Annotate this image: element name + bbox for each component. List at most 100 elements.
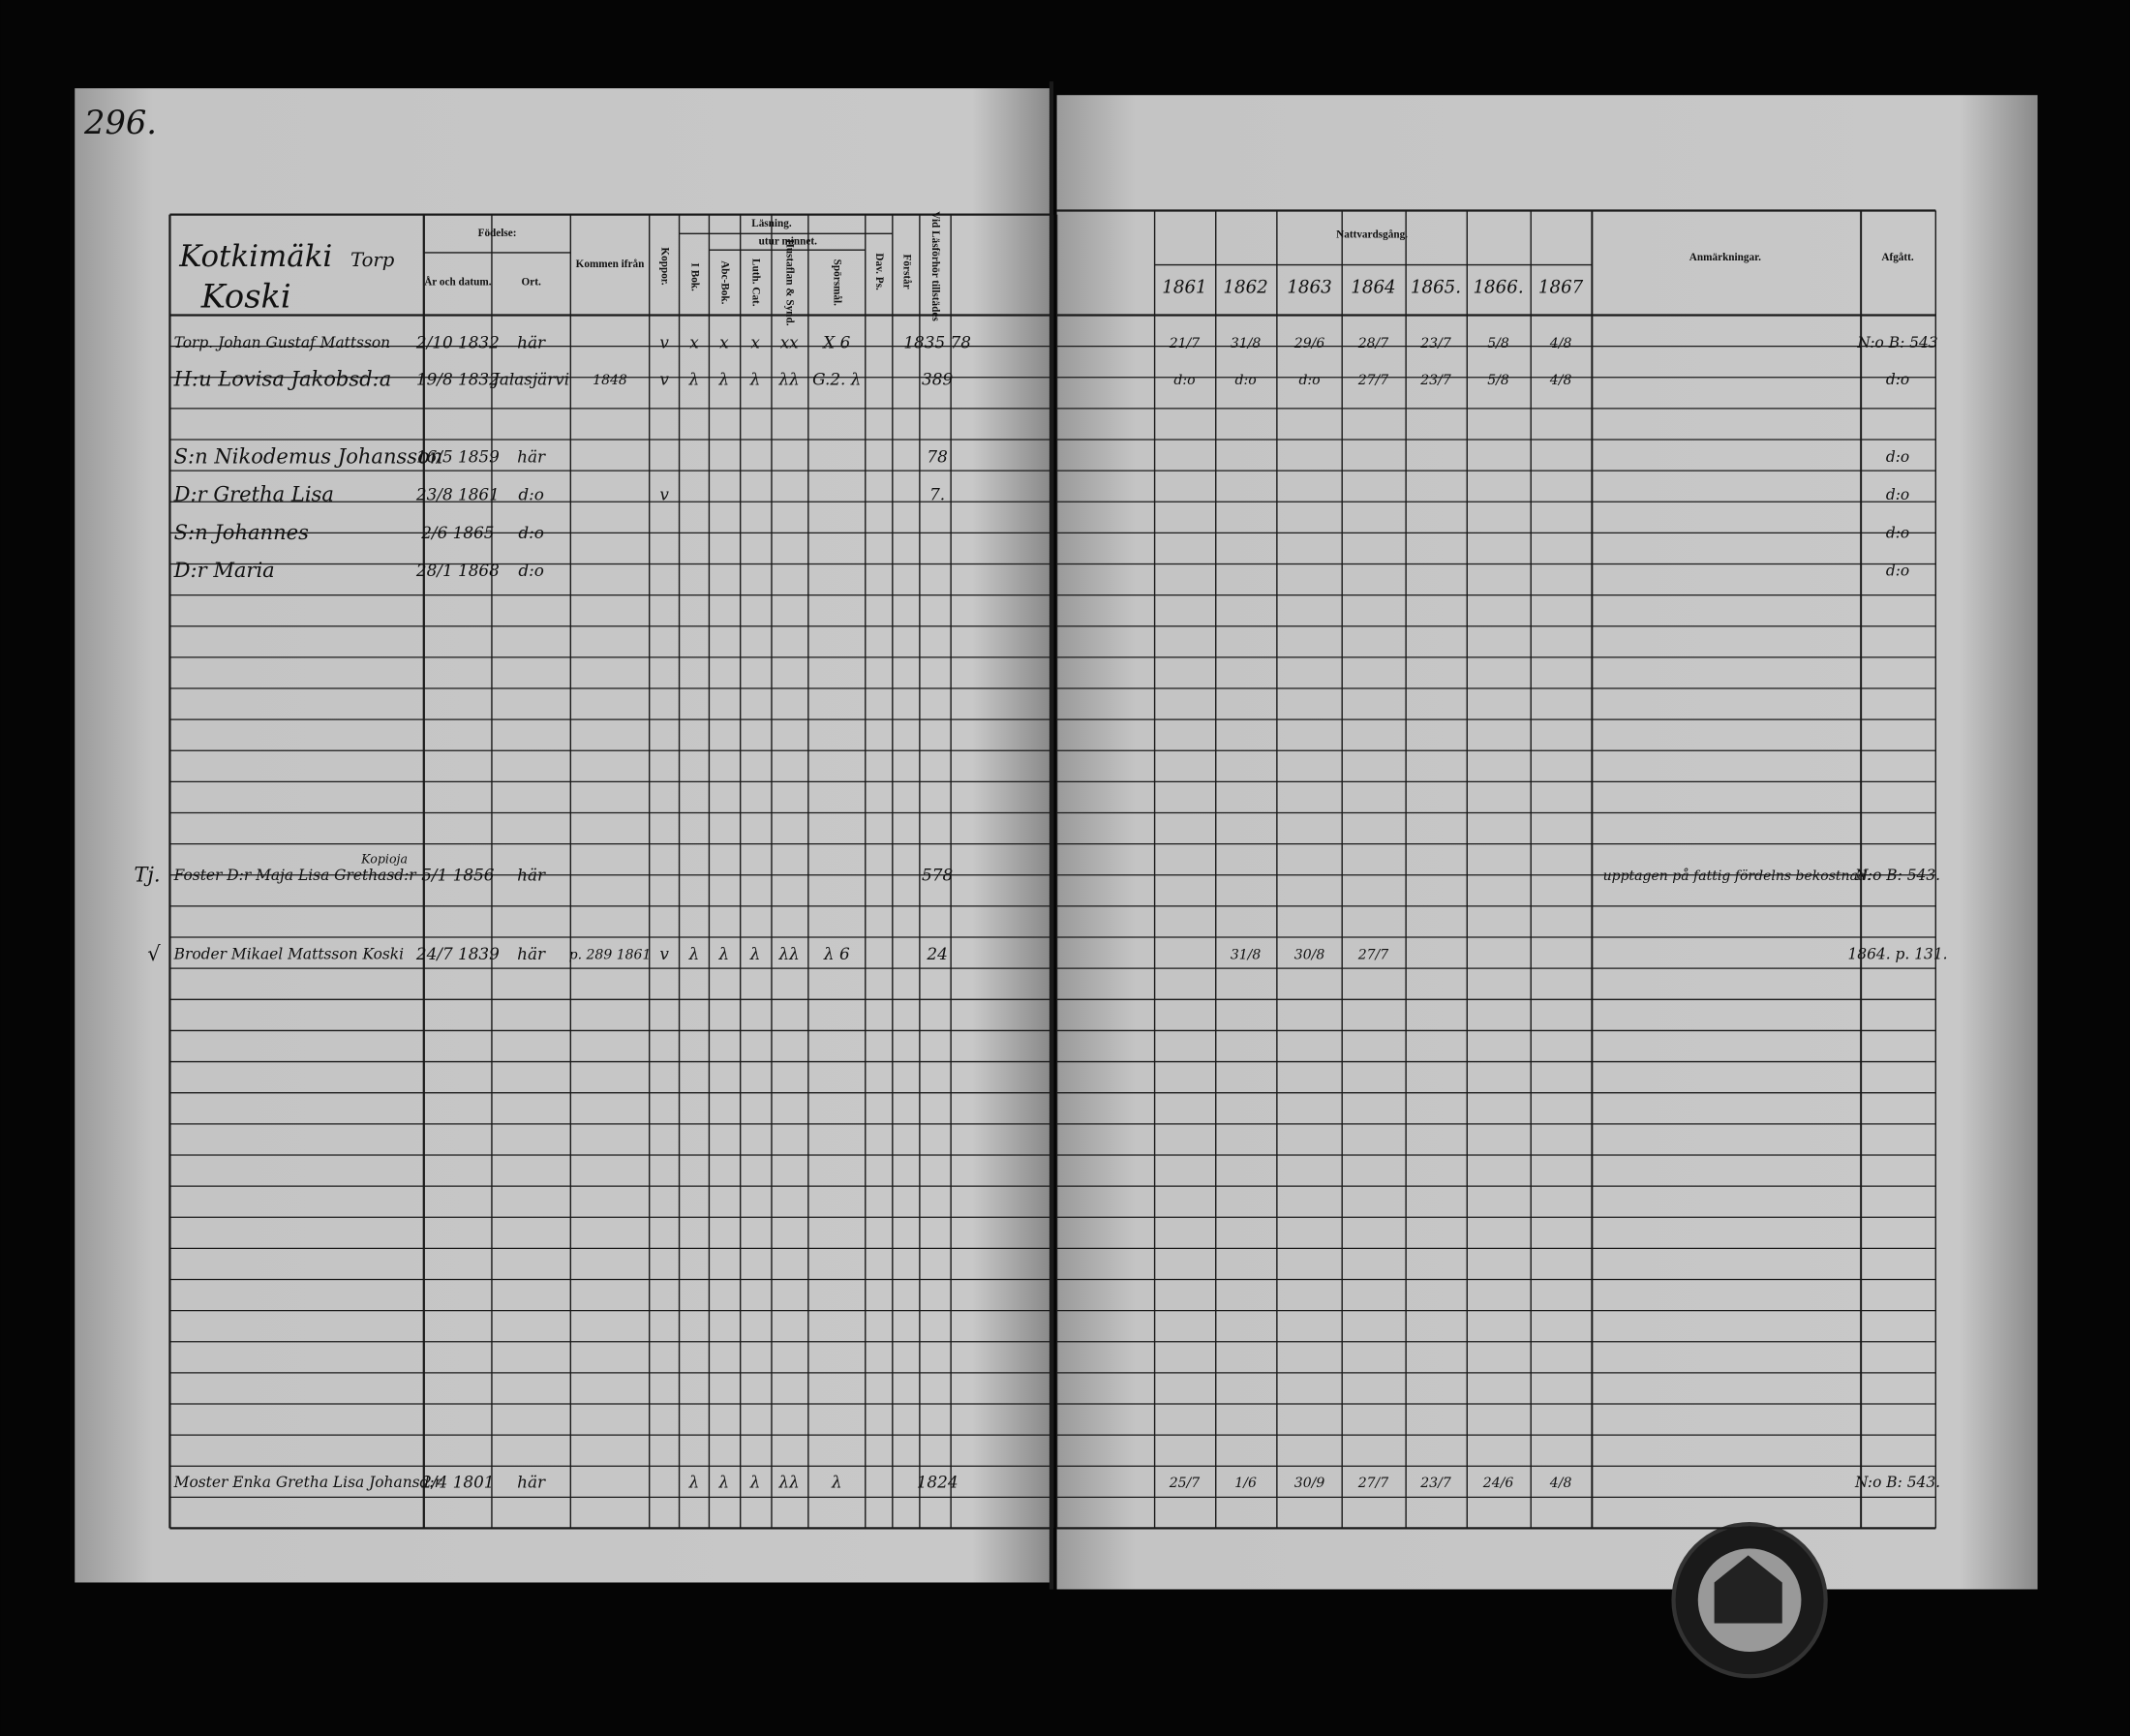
reading-mark: λ bbox=[688, 369, 700, 388]
left-page bbox=[75, 88, 1050, 1583]
birth-date: 24/7 1839 bbox=[415, 944, 500, 963]
birth-date: 2/6 1865 bbox=[420, 523, 494, 542]
person-name: S:n Nikodemus Johansson bbox=[174, 443, 443, 468]
communion-date: d:o bbox=[1298, 373, 1320, 388]
header-birth-place: Ort. bbox=[522, 276, 541, 288]
header-departed: Afgått. bbox=[1881, 252, 1914, 263]
person-name: S:n Johannes bbox=[174, 520, 309, 544]
header-communion: Nattvardsgång. bbox=[1336, 228, 1408, 240]
remarks: upptagen på fattig fördelns bekostnad. bbox=[1603, 868, 1871, 884]
birth-date: 2/4 1801 bbox=[420, 1473, 494, 1492]
reading-mark: X 6 bbox=[821, 332, 850, 351]
header-questions: Spörsmål. bbox=[832, 259, 843, 307]
household-note: Torp bbox=[350, 249, 395, 271]
departed: N:o B: 543. bbox=[1854, 1474, 1940, 1491]
reading-mark: λ bbox=[749, 369, 761, 388]
reading-mark: λ bbox=[718, 369, 730, 388]
header-hearings: Vid Läsförhör tillstädes bbox=[929, 211, 941, 321]
communion-date: 23/7 bbox=[1419, 336, 1451, 351]
right-page bbox=[1056, 95, 2038, 1590]
smallpox: v bbox=[659, 369, 669, 388]
person-name: D:r Maria bbox=[173, 558, 275, 582]
birth-place: d:o bbox=[518, 561, 544, 580]
person-name: D:r Gretha Lisa bbox=[173, 482, 334, 506]
birth-place: här bbox=[517, 865, 546, 884]
birth-date: 2/10 1832 bbox=[415, 332, 500, 351]
communion-date: 5/8 bbox=[1487, 336, 1509, 351]
header-catechism: Luth. Cat. bbox=[750, 259, 762, 307]
ruling bbox=[168, 81, 1937, 1590]
departed: N:o B: 543. bbox=[1854, 867, 1940, 884]
communion-date: 4/8 bbox=[1549, 373, 1572, 388]
departed: N:o B: 543 bbox=[1856, 334, 1937, 351]
year-header: 1864 bbox=[1351, 277, 1395, 297]
reading-mark: x bbox=[750, 332, 760, 351]
row-mark: √ bbox=[147, 941, 161, 965]
hearings: 24 bbox=[926, 944, 947, 963]
birth-place: d:o bbox=[518, 485, 544, 504]
birth-place: Jalasjärvi bbox=[490, 369, 569, 388]
birth-date: 5/1 1856 bbox=[421, 865, 495, 884]
reading-mark: G.2. λ bbox=[812, 369, 861, 388]
communion-date: 24/6 bbox=[1482, 1476, 1514, 1491]
header-smallpox: Koppor. bbox=[659, 247, 671, 285]
reading-mark: λ bbox=[831, 1473, 842, 1492]
year-header: 1861 bbox=[1162, 277, 1206, 297]
header-birth: Födelse: bbox=[478, 228, 517, 239]
reading-mark: λλ bbox=[778, 369, 800, 388]
reading-mark: λ 6 bbox=[823, 944, 850, 963]
reading-mark: x bbox=[689, 332, 699, 351]
birth-date: 16/5 1859 bbox=[416, 446, 500, 466]
row-mark: Tj. bbox=[134, 862, 160, 886]
birth-date: 28/1 1868 bbox=[415, 561, 500, 580]
year-header: 1867 bbox=[1538, 277, 1584, 297]
reading-mark: λ bbox=[749, 944, 761, 963]
header-by-heart: utur minnet. bbox=[759, 235, 817, 247]
reading-mark: λλ bbox=[778, 944, 800, 963]
reading-mark: x bbox=[719, 332, 729, 351]
departed: d:o bbox=[1886, 371, 1909, 388]
communion-date: 31/8 bbox=[1231, 336, 1262, 351]
reading-mark: xx bbox=[780, 332, 799, 351]
person-name: H:u Lovisa Jakobsd:a bbox=[173, 366, 392, 390]
archive-stamp bbox=[1671, 1522, 1828, 1679]
header-house-table: Hustaflan & Synd. bbox=[784, 239, 796, 326]
hearings: 389 bbox=[922, 369, 953, 388]
reading-mark: λλ bbox=[778, 1473, 800, 1492]
communion-date: 31/8 bbox=[1231, 947, 1262, 962]
communion-date: 28/7 bbox=[1357, 336, 1389, 351]
communion-date: 30/9 bbox=[1294, 1476, 1325, 1491]
communion-date: 25/7 bbox=[1169, 1476, 1201, 1491]
person-name: Foster D:r Maja Lisa Grethasd:r bbox=[173, 867, 418, 884]
person-name: Moster Enka Gretha Lisa Johansd:r bbox=[173, 1474, 443, 1491]
birth-place: här bbox=[517, 332, 546, 351]
birth-place: här bbox=[517, 944, 546, 963]
header-came-from: Kommen ifrån bbox=[576, 259, 645, 270]
smallpox: v bbox=[659, 944, 669, 963]
communion-date: 27/7 bbox=[1357, 947, 1389, 962]
smallpox: v bbox=[659, 332, 669, 351]
header-understands: Förstår bbox=[900, 255, 912, 289]
farm-name: Koski bbox=[200, 278, 291, 316]
communion-date: 29/6 bbox=[1293, 336, 1325, 351]
page-number: 296. bbox=[83, 104, 157, 141]
communion-date: 23/7 bbox=[1419, 373, 1451, 388]
birth-place: här bbox=[517, 1473, 546, 1492]
communion-date: 21/7 bbox=[1169, 336, 1201, 351]
header-reading: Läsning. bbox=[751, 218, 792, 229]
reading-mark: λ bbox=[688, 944, 700, 963]
birth-place: här bbox=[517, 446, 546, 466]
header-psalms: Dav. Ps. bbox=[873, 253, 885, 290]
year-header: 1862 bbox=[1223, 277, 1267, 297]
smallpox: v bbox=[659, 485, 669, 504]
reading-mark: λ bbox=[688, 1473, 700, 1492]
birth-date: 23/8 1861 bbox=[415, 485, 500, 504]
communion-date: 4/8 bbox=[1549, 1476, 1572, 1491]
header-abc: Abc-Bok. bbox=[718, 260, 730, 304]
departed: d:o bbox=[1886, 524, 1909, 541]
communion-date: d:o bbox=[1173, 373, 1195, 388]
birth-place: d:o bbox=[518, 523, 544, 542]
year-header: 1866. bbox=[1473, 277, 1523, 297]
